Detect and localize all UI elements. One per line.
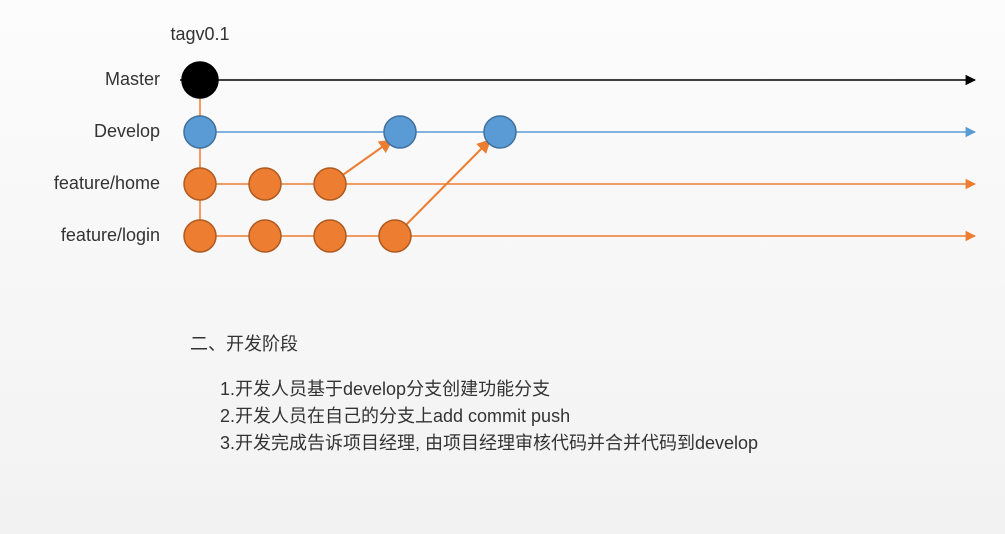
section-title: 二、开发阶段 <box>190 330 758 356</box>
text-section: 二、开发阶段 1.开发人员基于develop分支创建功能分支 2.开发人员在自己… <box>190 330 758 457</box>
step-list: 1.开发人员基于develop分支创建功能分支 2.开发人员在自己的分支上add… <box>220 376 758 457</box>
step-3: 3.开发完成告诉项目经理, 由项目经理审核代码并合并代码到develop <box>220 430 758 457</box>
branch-lines <box>180 80 975 236</box>
commit-node-0 <box>182 62 218 98</box>
step-2: 2.开发人员在自己的分支上add commit push <box>220 403 758 430</box>
branch-label-develop: Develop <box>0 121 160 142</box>
commit-node-9 <box>314 220 346 252</box>
merge-arrow-1 <box>395 140 490 236</box>
commit-node-8 <box>249 220 281 252</box>
commit-nodes <box>182 62 516 252</box>
commit-node-5 <box>249 168 281 200</box>
tag-label: tagv0.1 <box>170 24 230 45</box>
commit-node-6 <box>314 168 346 200</box>
commit-node-10 <box>379 220 411 252</box>
step-1: 1.开发人员基于develop分支创建功能分支 <box>220 376 758 403</box>
commit-node-4 <box>184 168 216 200</box>
commit-node-2 <box>384 116 416 148</box>
branch-label-feature-home: feature/home <box>0 173 160 194</box>
merge-arrows <box>330 140 490 236</box>
branch-label-master: Master <box>0 69 160 90</box>
branch-label-feature-login: feature/login <box>0 225 160 246</box>
commit-node-1 <box>184 116 216 148</box>
commit-node-7 <box>184 220 216 252</box>
commit-node-3 <box>484 116 516 148</box>
